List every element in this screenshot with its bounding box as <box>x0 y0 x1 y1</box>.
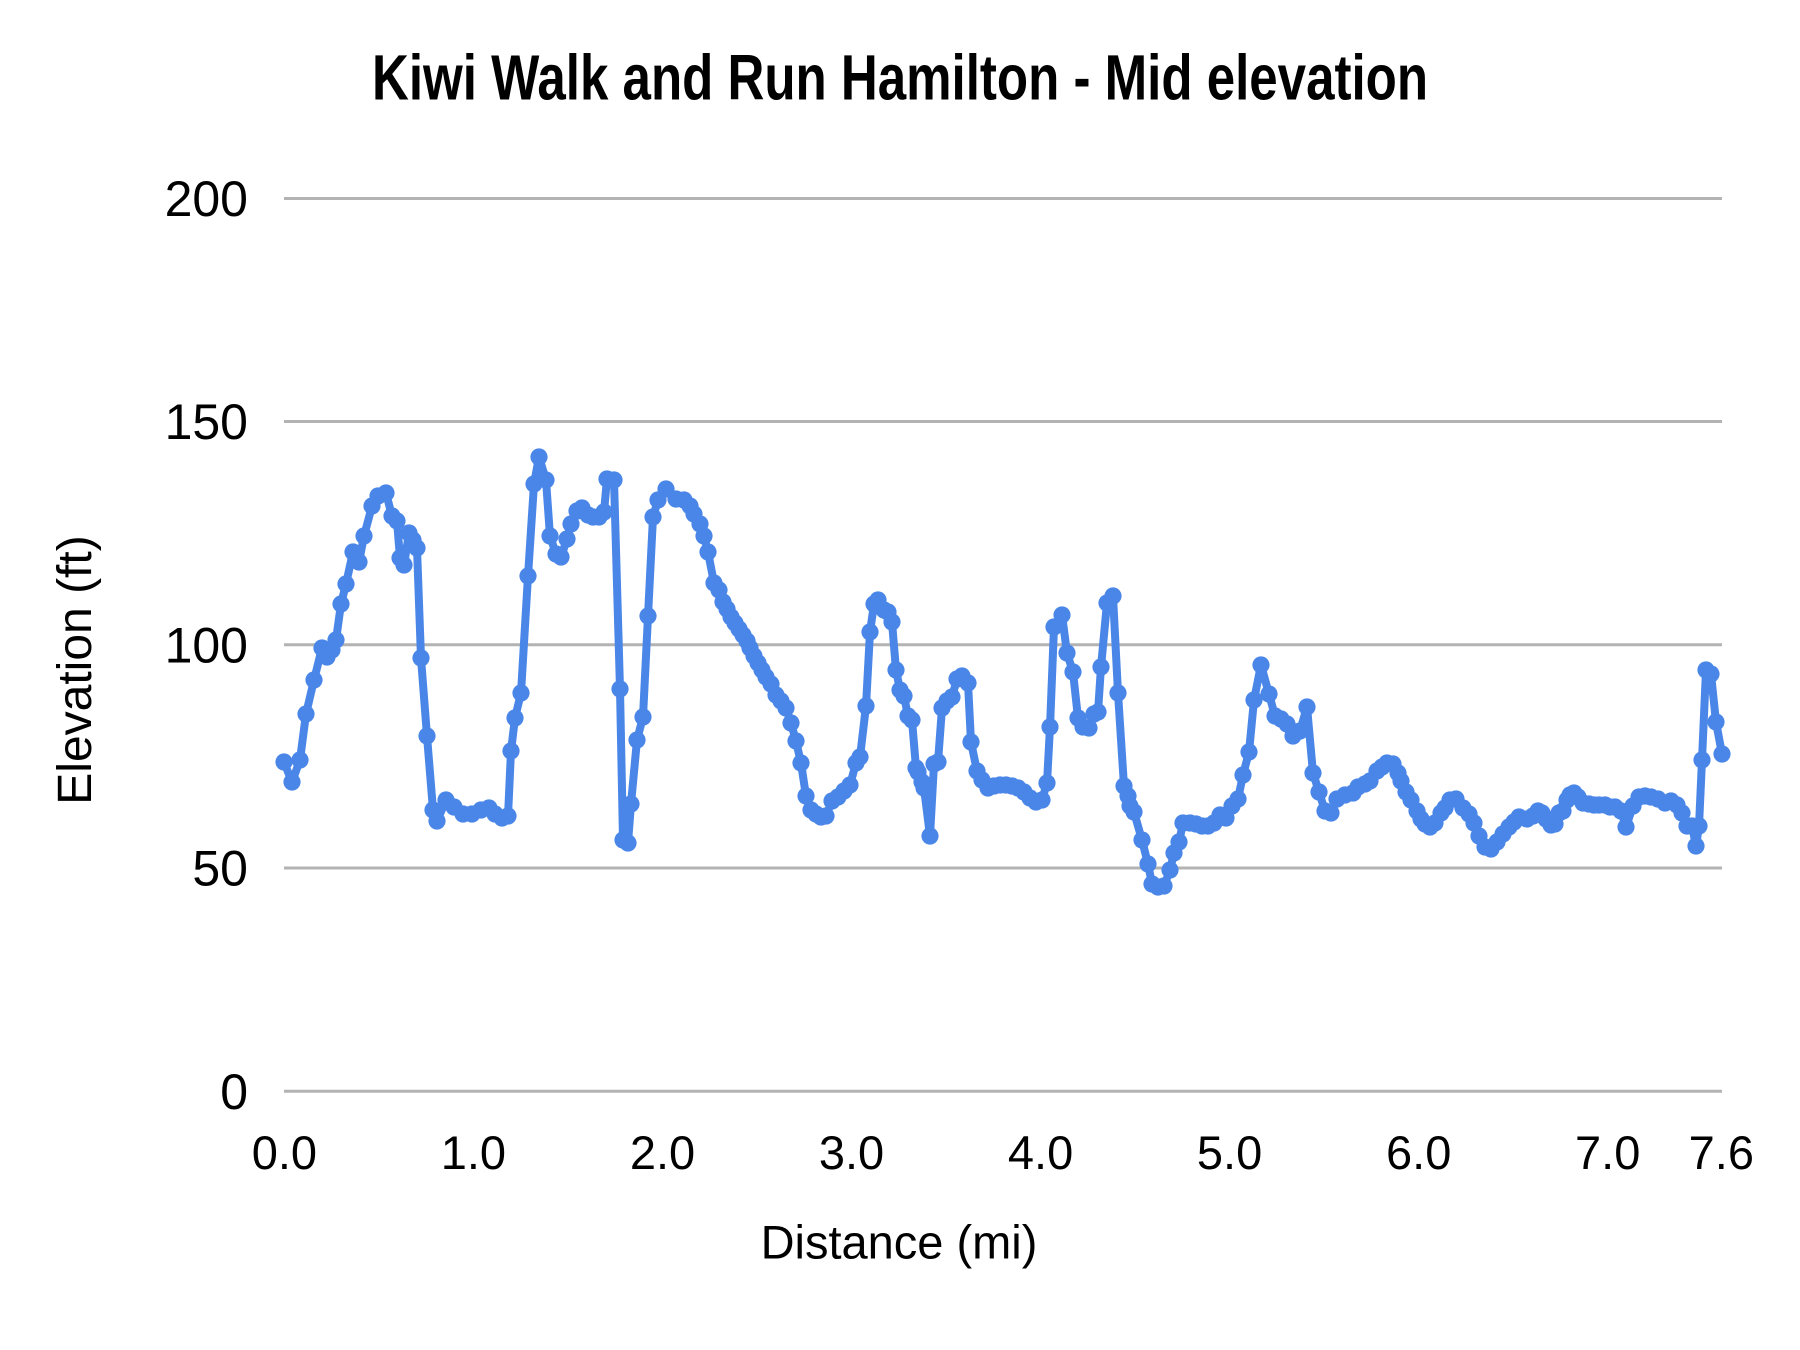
svg-text:Kiwi Walk and Run Hamilton - M: Kiwi Walk and Run Hamilton - Mid elevati… <box>372 42 1428 114</box>
svg-text:200: 200 <box>165 171 248 227</box>
svg-text:0.0: 0.0 <box>252 1126 317 1179</box>
svg-text:6.0: 6.0 <box>1386 1126 1451 1179</box>
svg-text:7.0: 7.0 <box>1575 1126 1640 1179</box>
svg-text:0: 0 <box>220 1064 248 1120</box>
svg-text:1.0: 1.0 <box>441 1126 506 1179</box>
svg-text:7.6: 7.6 <box>1689 1126 1754 1179</box>
svg-text:2.0: 2.0 <box>630 1126 695 1179</box>
svg-text:3.0: 3.0 <box>819 1126 884 1179</box>
svg-text:5.0: 5.0 <box>1197 1126 1262 1179</box>
svg-text:Distance (mi): Distance (mi) <box>761 1216 1038 1269</box>
svg-text:50: 50 <box>192 841 248 897</box>
svg-text:100: 100 <box>165 617 248 673</box>
svg-text:4.0: 4.0 <box>1008 1126 1073 1179</box>
svg-text:150: 150 <box>165 394 248 450</box>
svg-text:Elevation (ft): Elevation (ft) <box>49 535 102 804</box>
